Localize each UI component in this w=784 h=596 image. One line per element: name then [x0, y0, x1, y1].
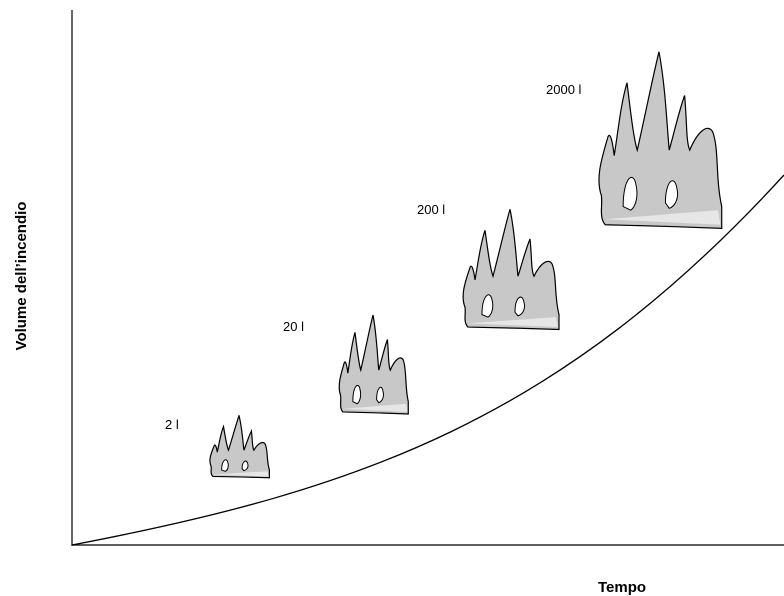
volume-label: 20 l	[283, 319, 304, 334]
volume-label: 200 l	[417, 202, 445, 217]
y-axis-title: Volume dell’incendio	[13, 202, 30, 351]
flame-icon	[210, 416, 269, 478]
growth-curve	[72, 175, 784, 545]
flame-icon	[463, 209, 559, 329]
volume-label: 2 l	[165, 417, 179, 432]
volume-label: 2000 l	[546, 82, 582, 97]
diagram: 2 l 20 l 200 l 2000 l Volume dell’incend…	[0, 0, 784, 596]
x-axis-title: Tempo	[598, 579, 646, 596]
flame-icon	[339, 315, 408, 414]
flame-icon	[599, 52, 722, 229]
